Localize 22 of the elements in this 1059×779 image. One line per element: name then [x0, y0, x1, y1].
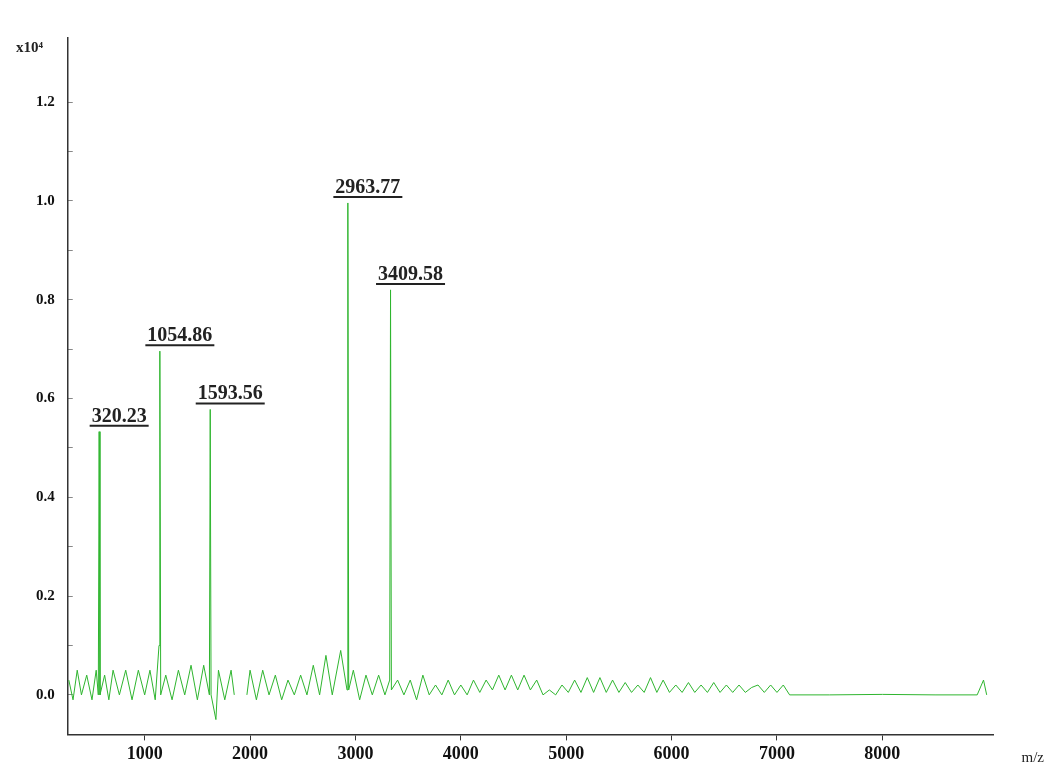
annotation: 320.23: [91, 403, 147, 426]
annotation: 1593.56: [197, 381, 263, 404]
annotation: 3409.58: [378, 261, 444, 284]
x-tick-label: 5000: [548, 742, 585, 763]
x-tick-label: 8000: [864, 742, 901, 763]
y-axis-title: x10⁴: [16, 39, 44, 55]
y-tick-label: 0.4: [36, 488, 56, 505]
x-tick-label: 2000: [232, 742, 269, 763]
y-tick-label: 0.0: [36, 685, 55, 702]
y-tick-label: 0.6: [36, 389, 56, 406]
y-tick-label: 0.2: [36, 586, 55, 603]
annotation: 1054.86: [147, 323, 213, 346]
x-tick-label: 1000: [126, 742, 163, 763]
x-tick-label: 3000: [337, 742, 374, 763]
y-tick-label: 1.2: [36, 93, 55, 110]
y-tick-label: 1.0: [36, 191, 55, 208]
annotation: 2963.77: [335, 174, 401, 197]
x-tick-label: 7000: [758, 742, 795, 763]
x-axis-title: m/z: [1021, 749, 1045, 765]
x-tick-label: 6000: [653, 742, 690, 763]
y-tick-label: 0.8: [36, 290, 55, 307]
x-tick-label: 4000: [442, 742, 479, 763]
